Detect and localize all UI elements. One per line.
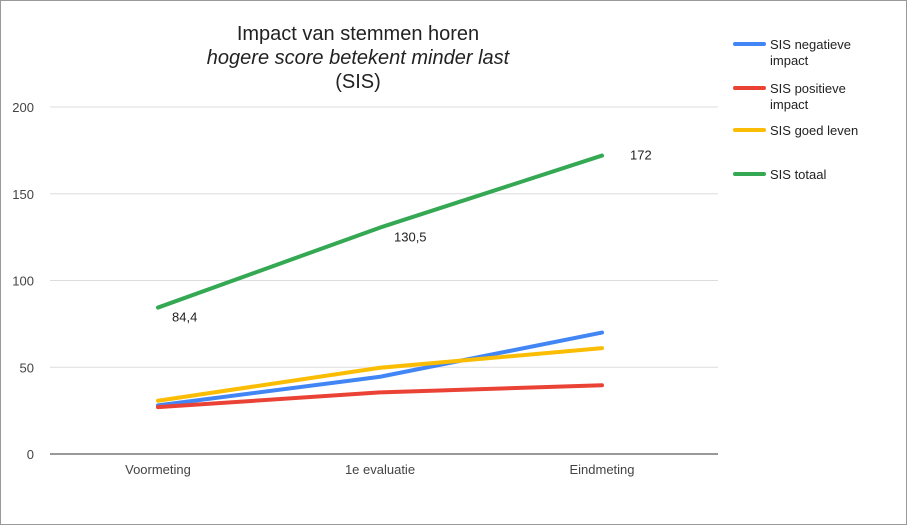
y-tick-label: 100: [12, 274, 34, 289]
legend-item: SIS goed leven: [733, 123, 858, 138]
x-tick-label: Voormeting: [125, 462, 191, 477]
legend-label: SIS negatieve: [770, 37, 851, 52]
series-line-sis-positieve-impact: [156, 383, 604, 410]
series-line-sis-totaal: [156, 153, 604, 310]
data-label: 130,5: [394, 230, 427, 245]
legend-label: impact: [770, 53, 809, 68]
data-label: 84,4: [172, 310, 197, 325]
legend-label: SIS goed leven: [770, 123, 858, 138]
y-tick-label: 50: [20, 360, 34, 375]
legend-label: SIS positieve: [770, 81, 846, 96]
data-label: 172: [630, 148, 652, 163]
series-line-sis-goed-leven: [156, 346, 604, 403]
legend-label: SIS totaal: [770, 167, 826, 182]
series-line-sis-negatieve-impact: [156, 330, 604, 408]
chart-title: Impact van stemmen horen: [237, 23, 479, 45]
legend-label: impact: [770, 97, 809, 112]
chart-subtitle-unit: (SIS): [335, 71, 381, 93]
y-tick-label: 150: [12, 187, 34, 202]
chart-subtitle: hogere score betekent minder last: [207, 47, 511, 69]
y-tick-label: 0: [27, 447, 34, 462]
x-tick-label: 1e evaluatie: [345, 462, 415, 477]
x-tick-label: Eindmeting: [569, 462, 634, 477]
legend-item: SIS totaal: [733, 167, 826, 182]
y-tick-label: 200: [12, 100, 34, 115]
